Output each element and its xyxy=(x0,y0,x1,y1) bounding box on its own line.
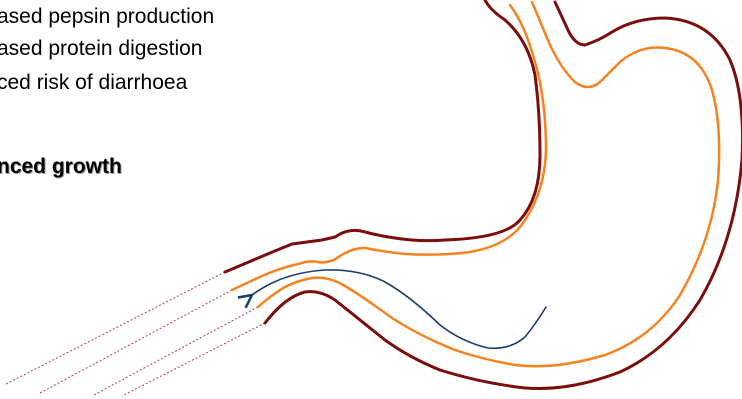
dashed-lines xyxy=(5,271,266,397)
inner-wall-lower xyxy=(256,276,457,352)
inner-wall-right xyxy=(453,0,721,368)
text-block: ased pepsin production ased protein dige… xyxy=(0,0,460,200)
outer-wall-right xyxy=(438,0,742,391)
text-line-1: ased pepsin production xyxy=(0,5,215,28)
bold-heading: nced growth xyxy=(0,155,122,178)
outer-wall-lower xyxy=(263,290,442,372)
dashed-line-3 xyxy=(91,306,259,397)
inner-wall-upper xyxy=(230,3,548,292)
dashed-line-2 xyxy=(39,289,233,394)
outer-wall-upper xyxy=(223,0,542,274)
curved-arrow-icon xyxy=(252,269,547,350)
dashed-line-1 xyxy=(5,271,226,385)
dashed-line-4 xyxy=(121,322,266,397)
text-line-2: ased protein digestion xyxy=(0,37,203,60)
text-line-3: ced risk of diarrhoea xyxy=(0,71,188,94)
